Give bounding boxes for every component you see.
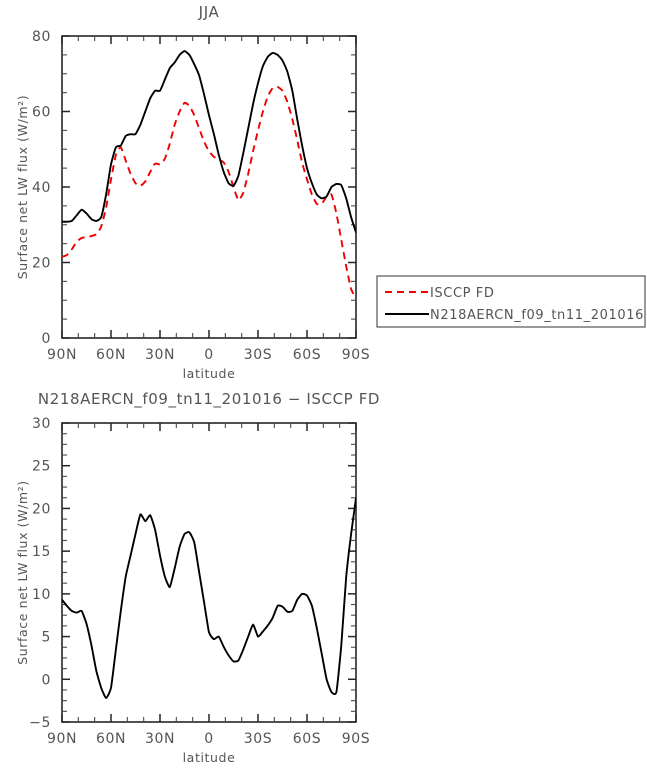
x-tick-label: 0: [204, 347, 214, 363]
y-tick-label: 0: [41, 331, 51, 347]
x-tick-label: 90S: [342, 731, 371, 747]
x-tick-label: 0: [204, 731, 214, 747]
y-tick-label: 30: [32, 416, 51, 432]
y-tick-label: 0: [41, 672, 51, 688]
y-tick-label: 25: [32, 459, 51, 475]
series-line-n218aercn-f09-tn11-201016: [62, 50, 356, 234]
x-tick-label: 60S: [293, 731, 322, 747]
series-line-n218aercn-f09-tn11-201016-isccp-fd: [62, 497, 356, 700]
y-tick-label: 60: [32, 105, 51, 121]
y-tick-label: 40: [32, 180, 51, 196]
legend-label-0: ISCCP FD: [430, 286, 495, 301]
x-tick-label: 60S: [293, 347, 322, 363]
plot-frame-bottom-panel: [61, 422, 357, 723]
series-line-isccp-fd: [62, 85, 356, 299]
y-tick-label: 20: [32, 501, 51, 517]
y-tick-label: 5: [41, 630, 51, 646]
panel-top-panel: JJA 0 20 40 60 80 90N 60N 30N 0 30S 60S 90S latitude S…: [15, 3, 370, 381]
y-axis-label-bottom-panel: Surface net LW flux (W/m²): [15, 480, 30, 665]
x-tick-label: 30N: [145, 347, 175, 363]
legend: ISCCP FD N218AERCN_f09_tn11_201016: [376, 275, 646, 328]
y-axis-label-top-panel: Surface net LW flux (W/m²): [15, 95, 30, 280]
plot-frame-top-panel: [61, 35, 357, 339]
y-tick-label: −5: [29, 715, 51, 731]
legend-box: [376, 275, 646, 328]
y-tick-label: 15: [32, 544, 51, 560]
x-axis-label-bottom-panel: latitude: [183, 750, 236, 765]
x-tick-label: 60N: [96, 347, 126, 363]
x-tick-label: 90N: [47, 347, 77, 363]
x-tick-label: 30N: [145, 731, 175, 747]
x-tick-label: 90N: [47, 731, 77, 747]
x-tick-label: 90S: [342, 347, 371, 363]
x-tick-label: 30S: [244, 347, 273, 363]
y-tick-label: 10: [32, 587, 51, 603]
x-tick-label: 30S: [244, 731, 273, 747]
y-tick-label: 80: [32, 29, 51, 45]
x-axis-label-top-panel: latitude: [183, 366, 236, 381]
y-tick-label: 20: [32, 256, 51, 272]
panel-bottom-panel: N218AERCN_f09_tn11_201016 − ISCCP FD −5 0 5…: [15, 390, 380, 765]
legend-label-1: N218AERCN_f09_tn11_201016: [430, 308, 644, 323]
panel-title-top-panel: JJA: [198, 3, 220, 21]
x-tick-label: 60N: [96, 731, 126, 747]
panel-title-bottom-panel: N218AERCN_f09_tn11_201016 − ISCCP FD: [38, 390, 380, 409]
